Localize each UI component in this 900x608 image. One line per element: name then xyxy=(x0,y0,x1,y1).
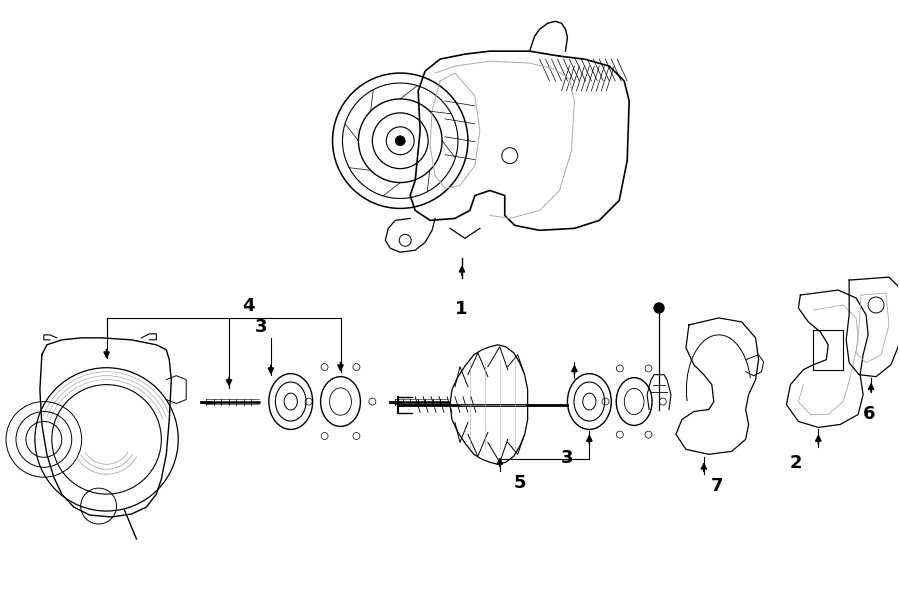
Text: 3: 3 xyxy=(255,318,267,336)
Text: 1: 1 xyxy=(455,300,467,318)
Text: 2: 2 xyxy=(789,454,802,472)
Circle shape xyxy=(654,303,664,313)
Text: 5: 5 xyxy=(513,474,526,492)
Circle shape xyxy=(395,136,405,146)
Text: 7: 7 xyxy=(710,477,723,495)
Text: 3: 3 xyxy=(562,449,573,468)
Text: 6: 6 xyxy=(863,404,876,423)
Text: 4: 4 xyxy=(243,297,256,315)
